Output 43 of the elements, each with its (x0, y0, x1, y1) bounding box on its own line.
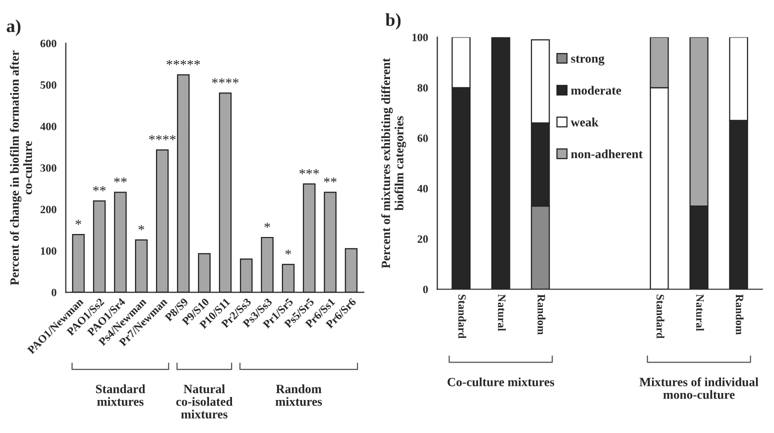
y-axis-title: Percent of change in biofilm formation after co-culture (10, 50, 32, 286)
annotation: * (76, 220, 82, 225)
annotation: **** (212, 78, 238, 84)
x-tick-label: Standard (458, 294, 466, 338)
annotation: *** (299, 169, 319, 174)
x-tick-label: Random (538, 294, 546, 335)
annotation: * (285, 250, 292, 255)
text: Mixtures of individual mono-culture (640, 377, 758, 399)
x-tick-label: Natural (498, 294, 506, 331)
text: Random mixtures (276, 384, 322, 406)
y-tick-label: 100 (40, 247, 56, 255)
x-tick-label: Natural (696, 294, 704, 331)
legend-label: moderate (571, 86, 622, 95)
y-tick-label: 200 (40, 206, 56, 214)
y-tick-label: 400 (40, 122, 56, 130)
chart-title: a) (6, 19, 20, 36)
y-tick-label: 80 (418, 84, 428, 92)
legend-label: non-adherent (571, 149, 643, 158)
chart-title: b) (386, 13, 401, 30)
text: Standard mixtures (96, 384, 146, 406)
y-tick-label: 0 (52, 288, 56, 296)
y-tick-label: 40 (417, 184, 428, 192)
text: Co-culture mixtures (448, 377, 554, 386)
y-tick-label: 60 (418, 134, 428, 142)
y-tick-label: 0 (423, 286, 428, 294)
y-tick-label: 600 (40, 40, 56, 48)
y-tick-label: 20 (418, 235, 428, 243)
annotation: ** (324, 177, 336, 183)
annotation: * (138, 225, 144, 230)
annotation: **** (149, 135, 176, 140)
x-tick-label: Standard (656, 294, 664, 338)
y-tick-label: 100 (412, 34, 428, 42)
legend-label: strong (571, 56, 604, 66)
y-tick-label: 500 (40, 81, 56, 89)
y-tick-label: 300 (40, 164, 56, 172)
annotation: ***** (166, 60, 200, 66)
annotation: ** (114, 177, 127, 183)
y-axis-title: Percent of mixtures exhibiting different biofilm categories (381, 58, 406, 268)
x-tick-label: Random (736, 294, 744, 335)
annotation: ** (93, 186, 106, 192)
legend-label: weak (570, 118, 598, 126)
text: Natural co-isolated mixtures (176, 384, 233, 418)
annotation: * (264, 222, 270, 228)
